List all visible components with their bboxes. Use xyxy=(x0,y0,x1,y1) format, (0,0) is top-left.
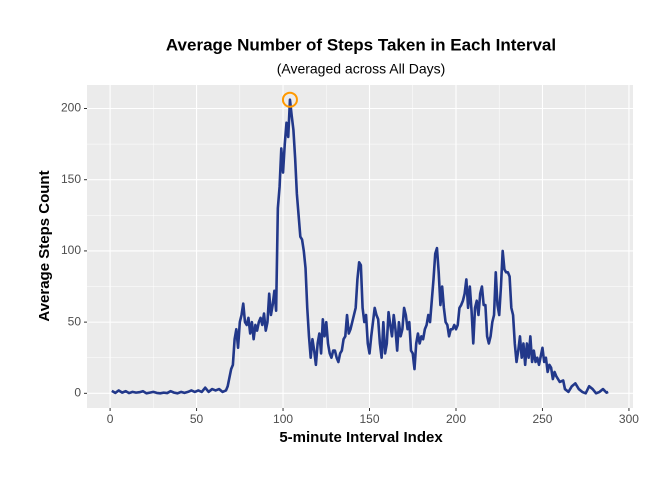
y-tick-label: 100 xyxy=(61,243,81,257)
x-axis-label: 5-minute Interval Index xyxy=(279,429,443,446)
y-tick-label: 150 xyxy=(61,172,81,186)
x-tick-label: 100 xyxy=(273,412,293,426)
x-tick-label: 0 xyxy=(107,412,114,426)
y-tick-label: 200 xyxy=(61,101,81,115)
x-tick-label: 150 xyxy=(359,412,379,426)
plot-panel xyxy=(87,85,633,408)
y-tick-label: 0 xyxy=(74,386,81,400)
highlight-marker xyxy=(281,91,298,108)
y-tick-label: 50 xyxy=(68,314,82,328)
x-tick-label: 300 xyxy=(619,412,639,426)
y-axis-label: Average Steps Count xyxy=(36,170,53,321)
x-tick-label: 200 xyxy=(446,412,466,426)
x-tick-label: 50 xyxy=(190,412,204,426)
x-tick-label: 250 xyxy=(532,412,552,426)
chart-title: Average Number of Steps Taken in Each In… xyxy=(166,35,556,54)
data-line xyxy=(111,98,609,395)
chart-subtitle: (Averaged across All Days) xyxy=(277,61,446,77)
